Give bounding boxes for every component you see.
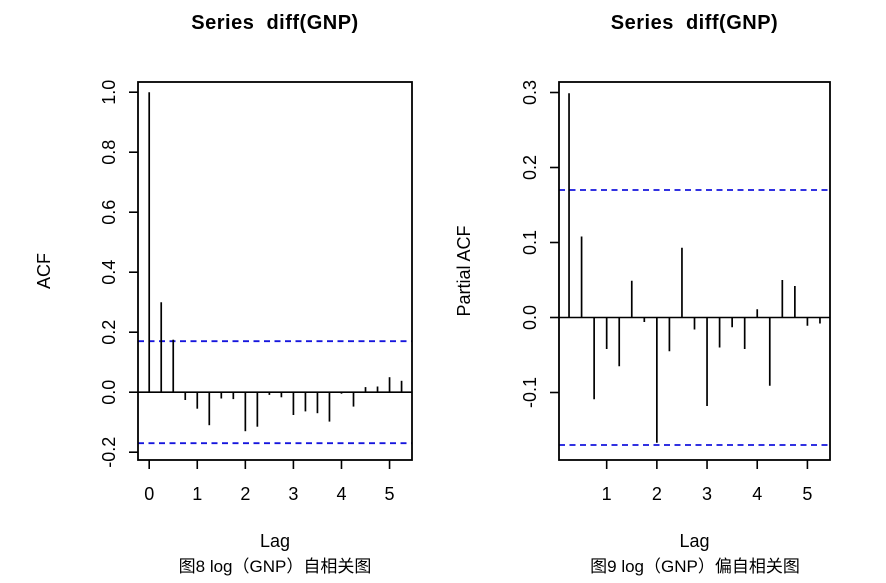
pacf-stem-plot: 1 2 3 4 5 0.3 0.2 0.1 0.0 -0.1	[520, 80, 831, 504]
y-tick-label: 0.8	[99, 140, 119, 165]
x-tick-label: 1	[192, 484, 202, 504]
x-tick-label: 0	[144, 484, 154, 504]
y-tick-label: 0.1	[520, 230, 540, 255]
x-tick-label: 2	[652, 484, 662, 504]
y-tick-label: 0.0	[99, 380, 119, 405]
y-tick-label: 0.2	[520, 155, 540, 180]
y-tick-label: 0.4	[99, 260, 119, 285]
y-tick-label: 1.0	[99, 80, 119, 105]
y-axis-label-acf: ACF	[34, 253, 54, 289]
x-axis-label-lag-right: Lag	[679, 531, 710, 551]
x-axis-label-lag-left: Lag	[259, 531, 291, 551]
x-tick-label: 5	[385, 484, 395, 504]
x-tick-label: 2	[240, 484, 250, 504]
figure-caption-pacf: 图9 log（GNP）偏自相关图	[590, 557, 800, 576]
y-tick-label: -0.1	[520, 377, 540, 408]
x-tick-label: 4	[752, 484, 762, 504]
figure-caption-acf: 图8 log（GNP）自相关图	[178, 557, 372, 576]
y-axis-label-partial-acf: Partial ACF	[454, 225, 474, 317]
y-tick-label: 0.6	[99, 200, 119, 225]
y-tick-label: -0.2	[99, 437, 119, 468]
acf-stem-plot: 0 1 2 3 4 5 1.0 0.8 0.6 0.4 0.2 0.0 -0.2	[99, 80, 413, 504]
x-tick-label: 5	[802, 484, 812, 504]
y-tick-label: 0.2	[99, 320, 119, 345]
x-tick-label: 3	[288, 484, 298, 504]
plot-box	[137, 81, 413, 461]
x-tick-label: 4	[336, 484, 346, 504]
x-tick-label: 1	[602, 484, 612, 504]
plot-title-acf: Series diff(GNP)	[191, 12, 359, 34]
y-tick-label: 0.3	[520, 80, 540, 105]
plot-title-pacf: Series diff(GNP)	[610, 12, 779, 34]
y-tick-label: 0.0	[520, 305, 540, 330]
plot-box	[558, 81, 831, 461]
x-tick-label: 3	[702, 484, 712, 504]
